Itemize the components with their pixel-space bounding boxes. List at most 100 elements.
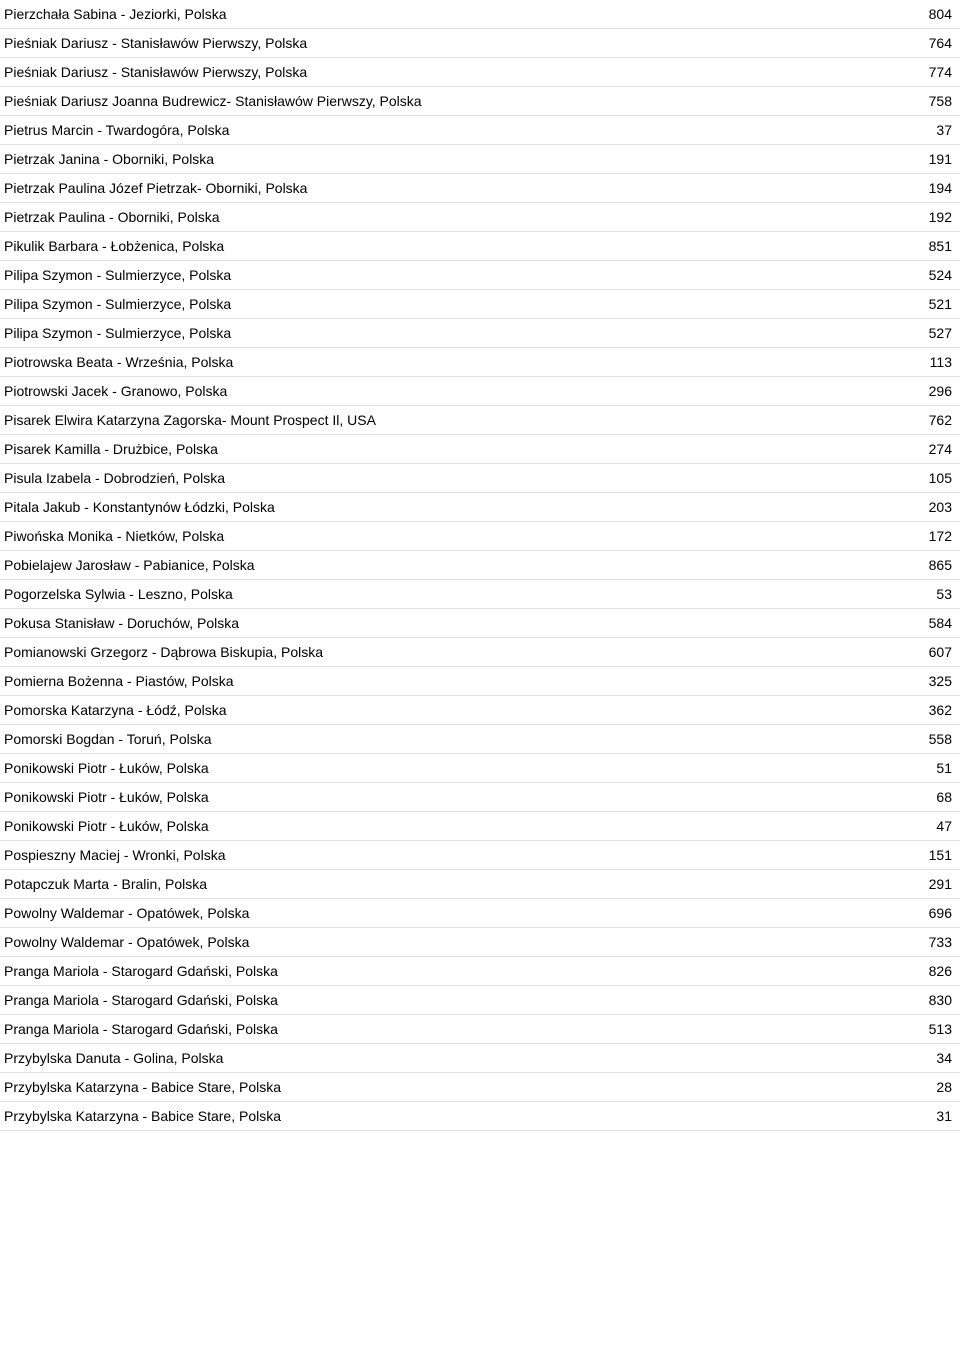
row-name: Pietrzak Paulina Józef Pietrzak- Obornik…: [4, 180, 892, 196]
table-row: Pilipa Szymon - Sulmierzyce, Polska521: [0, 290, 960, 319]
data-table: Pierzchała Sabina - Jeziorki, Polska804P…: [0, 0, 960, 1131]
table-row: Powolny Waldemar - Opatówek, Polska733: [0, 928, 960, 957]
row-number: 762: [892, 412, 952, 428]
row-name: Pietrus Marcin - Twardogóra, Polska: [4, 122, 892, 138]
table-row: Pomorska Katarzyna - Łódź, Polska362: [0, 696, 960, 725]
table-row: Pitala Jakub - Konstantynów Łódzki, Pols…: [0, 493, 960, 522]
table-row: Piotrowska Beata - Września, Polska113: [0, 348, 960, 377]
row-number: 521: [892, 296, 952, 312]
row-number: 37: [892, 122, 952, 138]
row-name: Pietrzak Paulina - Oborniki, Polska: [4, 209, 892, 225]
row-name: Pogorzelska Sylwia - Leszno, Polska: [4, 586, 892, 602]
row-name: Pilipa Szymon - Sulmierzyce, Polska: [4, 267, 892, 283]
table-row: Pisarek Elwira Katarzyna Zagorska- Mount…: [0, 406, 960, 435]
table-row: Ponikowski Piotr - Łuków, Polska47: [0, 812, 960, 841]
row-number: 513: [892, 1021, 952, 1037]
table-row: Pieśniak Dariusz - Stanisławów Pierwszy,…: [0, 29, 960, 58]
row-number: 830: [892, 992, 952, 1008]
table-row: Pisula Izabela - Dobrodzień, Polska105: [0, 464, 960, 493]
row-name: Pisarek Kamilla - Drużbice, Polska: [4, 441, 892, 457]
row-name: Powolny Waldemar - Opatówek, Polska: [4, 934, 892, 950]
row-name: Pikulik Barbara - Łobżenica, Polska: [4, 238, 892, 254]
row-name: Pobielajew Jarosław - Pabianice, Polska: [4, 557, 892, 573]
row-number: 865: [892, 557, 952, 573]
row-number: 203: [892, 499, 952, 515]
table-row: Piotrowski Jacek - Granowo, Polska296: [0, 377, 960, 406]
table-row: Pomierna Bożenna - Piastów, Polska325: [0, 667, 960, 696]
row-number: 296: [892, 383, 952, 399]
row-name: Pietrzak Janina - Oborniki, Polska: [4, 151, 892, 167]
row-name: Pomorska Katarzyna - Łódź, Polska: [4, 702, 892, 718]
row-name: Pranga Mariola - Starogard Gdański, Pols…: [4, 992, 892, 1008]
table-row: Przybylska Danuta - Golina, Polska34: [0, 1044, 960, 1073]
row-name: Pilipa Szymon - Sulmierzyce, Polska: [4, 325, 892, 341]
row-name: Piotrowska Beata - Września, Polska: [4, 354, 892, 370]
table-row: Pietrus Marcin - Twardogóra, Polska37: [0, 116, 960, 145]
row-name: Pisula Izabela - Dobrodzień, Polska: [4, 470, 892, 486]
row-number: 362: [892, 702, 952, 718]
table-row: Pierzchała Sabina - Jeziorki, Polska804: [0, 0, 960, 29]
table-row: Powolny Waldemar - Opatówek, Polska696: [0, 899, 960, 928]
row-name: Pospieszny Maciej - Wronki, Polska: [4, 847, 892, 863]
table-row: Pisarek Kamilla - Drużbice, Polska274: [0, 435, 960, 464]
table-row: Pranga Mariola - Starogard Gdański, Pols…: [0, 986, 960, 1015]
row-name: Pranga Mariola - Starogard Gdański, Pols…: [4, 963, 892, 979]
row-number: 51: [892, 760, 952, 776]
row-name: Pilipa Szymon - Sulmierzyce, Polska: [4, 296, 892, 312]
row-number: 105: [892, 470, 952, 486]
row-number: 53: [892, 586, 952, 602]
row-number: 764: [892, 35, 952, 51]
table-row: Pospieszny Maciej - Wronki, Polska151: [0, 841, 960, 870]
row-name: Powolny Waldemar - Opatówek, Polska: [4, 905, 892, 921]
row-number: 584: [892, 615, 952, 631]
row-number: 733: [892, 934, 952, 950]
table-row: Pikulik Barbara - Łobżenica, Polska851: [0, 232, 960, 261]
row-number: 804: [892, 6, 952, 22]
row-name: Pomianowski Grzegorz - Dąbrowa Biskupia,…: [4, 644, 892, 660]
row-number: 774: [892, 64, 952, 80]
row-number: 192: [892, 209, 952, 225]
table-row: Pilipa Szymon - Sulmierzyce, Polska524: [0, 261, 960, 290]
row-number: 194: [892, 180, 952, 196]
row-number: 527: [892, 325, 952, 341]
row-number: 274: [892, 441, 952, 457]
row-number: 696: [892, 905, 952, 921]
table-row: Potapczuk Marta - Bralin, Polska291: [0, 870, 960, 899]
row-number: 191: [892, 151, 952, 167]
row-number: 607: [892, 644, 952, 660]
row-name: Pisarek Elwira Katarzyna Zagorska- Mount…: [4, 412, 892, 428]
row-name: Pomorski Bogdan - Toruń, Polska: [4, 731, 892, 747]
row-number: 151: [892, 847, 952, 863]
row-name: Pokusa Stanisław - Doruchów, Polska: [4, 615, 892, 631]
row-number: 851: [892, 238, 952, 254]
row-number: 758: [892, 93, 952, 109]
table-row: Pranga Mariola - Starogard Gdański, Pols…: [0, 957, 960, 986]
row-number: 28: [892, 1079, 952, 1095]
table-row: Ponikowski Piotr - Łuków, Polska68: [0, 783, 960, 812]
row-name: Pieśniak Dariusz Joanna Budrewicz- Stani…: [4, 93, 892, 109]
row-number: 524: [892, 267, 952, 283]
table-row: Pietrzak Janina - Oborniki, Polska191: [0, 145, 960, 174]
table-row: Pietrzak Paulina - Oborniki, Polska192: [0, 203, 960, 232]
table-row: Pranga Mariola - Starogard Gdański, Pols…: [0, 1015, 960, 1044]
table-row: Pogorzelska Sylwia - Leszno, Polska53: [0, 580, 960, 609]
row-name: Piotrowski Jacek - Granowo, Polska: [4, 383, 892, 399]
row-number: 826: [892, 963, 952, 979]
table-row: Pieśniak Dariusz - Stanisławów Pierwszy,…: [0, 58, 960, 87]
row-name: Pieśniak Dariusz - Stanisławów Pierwszy,…: [4, 35, 892, 51]
table-row: Piwońska Monika - Nietków, Polska172: [0, 522, 960, 551]
row-number: 68: [892, 789, 952, 805]
table-row: Przybylska Katarzyna - Babice Stare, Pol…: [0, 1102, 960, 1131]
row-name: Piwońska Monika - Nietków, Polska: [4, 528, 892, 544]
table-row: Pomorski Bogdan - Toruń, Polska558: [0, 725, 960, 754]
row-number: 558: [892, 731, 952, 747]
table-row: Przybylska Katarzyna - Babice Stare, Pol…: [0, 1073, 960, 1102]
row-number: 113: [892, 354, 952, 370]
table-row: Pokusa Stanisław - Doruchów, Polska584: [0, 609, 960, 638]
row-name: Ponikowski Piotr - Łuków, Polska: [4, 760, 892, 776]
row-name: Przybylska Katarzyna - Babice Stare, Pol…: [4, 1108, 892, 1124]
row-name: Pierzchała Sabina - Jeziorki, Polska: [4, 6, 892, 22]
row-name: Ponikowski Piotr - Łuków, Polska: [4, 789, 892, 805]
row-name: Ponikowski Piotr - Łuków, Polska: [4, 818, 892, 834]
row-name: Potapczuk Marta - Bralin, Polska: [4, 876, 892, 892]
